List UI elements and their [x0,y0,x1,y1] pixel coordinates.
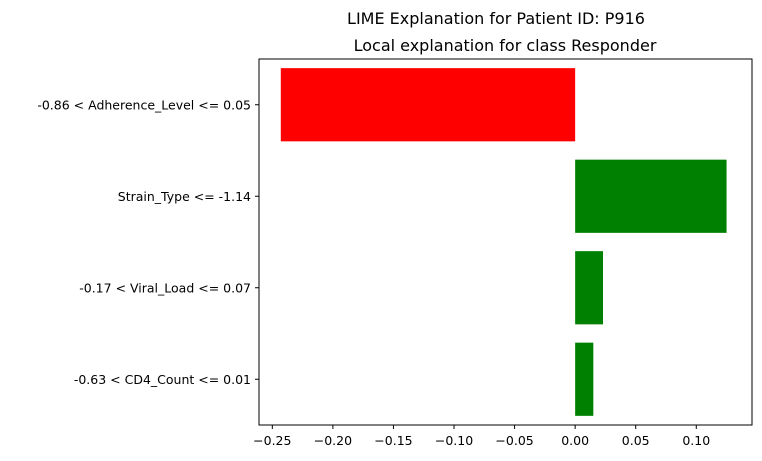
plot-frame [258,58,753,426]
x-tick-label: 0.05 [622,433,650,448]
y-tick-label: -0.63 < CD4_Count <= 0.01 [74,372,251,387]
bar [575,159,727,233]
bar [575,251,604,325]
chart-title: Local explanation for class Responder [354,36,657,55]
x-tick-label: −0.20 [314,433,352,448]
bar [280,68,576,142]
x-tick-label: −0.25 [253,433,291,448]
x-tick-label: −0.10 [435,433,473,448]
x-tick-label: −0.05 [495,433,533,448]
y-tick-label: Strain_Type <= -1.14 [118,189,251,204]
x-tick-label: 0.10 [682,433,710,448]
y-tick-label: -0.86 < Adherence_Level <= 0.05 [37,97,251,112]
x-tick-label: −0.15 [374,433,412,448]
y-tick-label: -0.17 < Viral_Load <= 0.07 [79,280,251,295]
figure-suptitle: LIME Explanation for Patient ID: P916 [347,9,645,28]
bars-layer [280,68,727,416]
x-axis: −0.25 −0.20 −0.15 −0.10 −0.05 0.00 0.05 0.10 [253,425,710,448]
bar [575,342,594,416]
x-tick-label: 0.00 [561,433,589,448]
y-axis: -0.86 < Adherence_Level <= 0.05 Strain_Ty… [37,97,259,387]
